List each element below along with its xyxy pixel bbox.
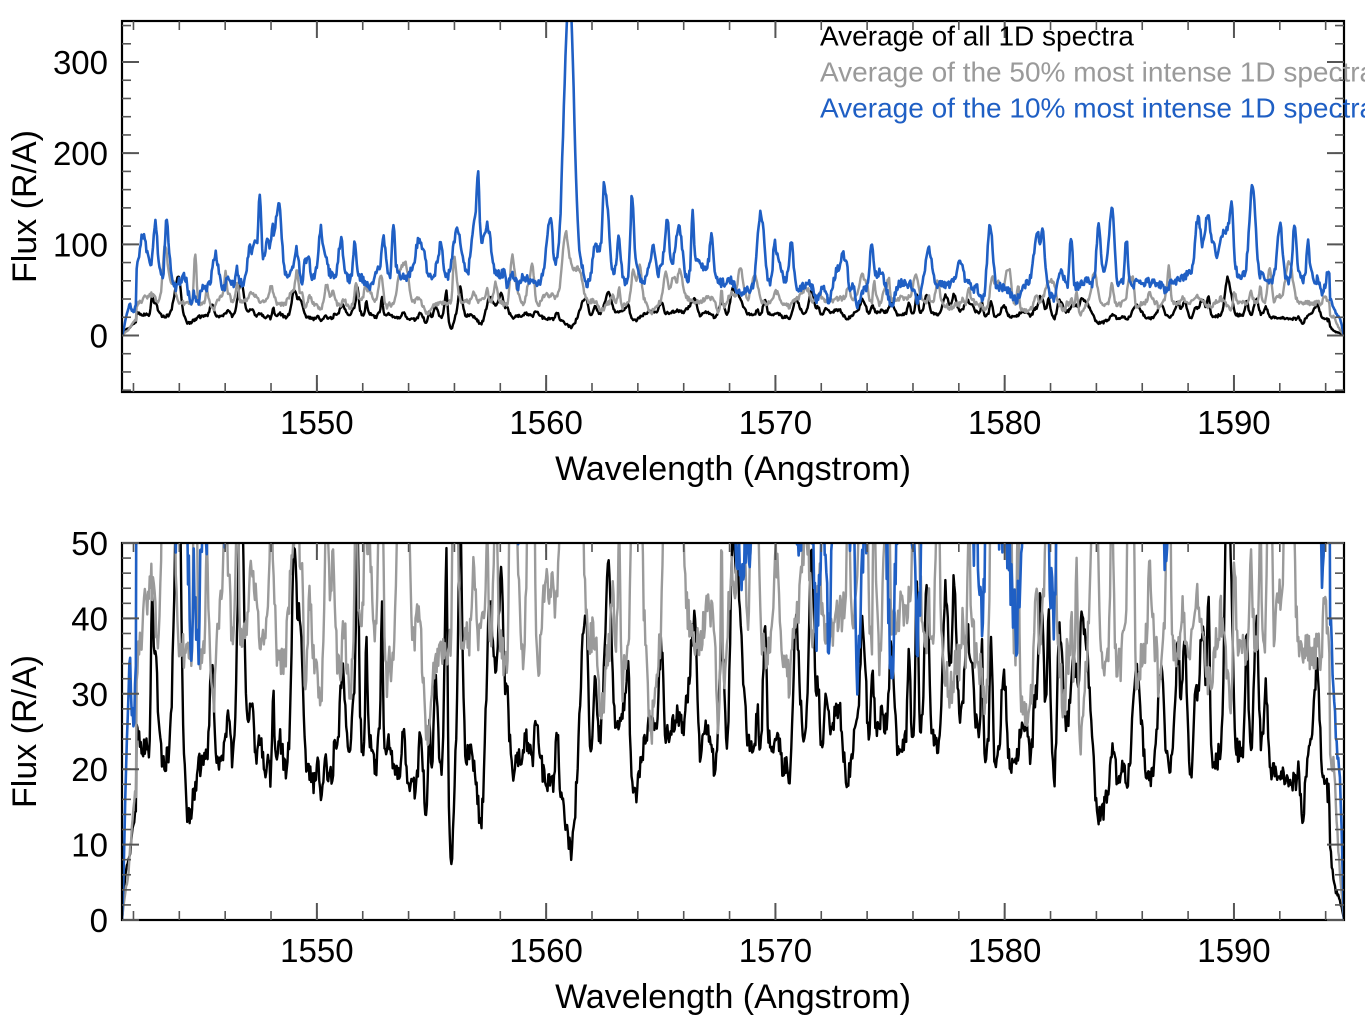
y-tick-label: 20 [71, 751, 108, 788]
x-tick-label: 1560 [509, 404, 582, 441]
y-tick-label: 50 [71, 525, 108, 562]
top-panel-plot: 1550 1560 1570 1580 1590 0 100 200 300 Wavelength… [6, 19, 1365, 488]
y-tick-label: 10 [71, 827, 108, 864]
series-group [122, 21, 1344, 337]
legend: Average of all 1D spectra Average of the … [820, 20, 1365, 123]
y-tick-label: 40 [71, 600, 108, 637]
series-line-0 [122, 275, 1344, 337]
legend-entry-1: Average of the 50% most intense 1D spect… [820, 56, 1365, 87]
series-line-2 [122, 21, 1344, 337]
y-tick-label: 0 [90, 902, 108, 939]
x-axis-title: Wavelength (Angstrom) [555, 978, 911, 1016]
x-tick-label: 1570 [739, 404, 812, 441]
x-axis-title: Wavelength (Angstrom) [555, 450, 911, 488]
series-line-1 [122, 229, 1344, 337]
y-tick-label: 0 [90, 317, 108, 354]
y-axis-title: Flux (R/A) [6, 655, 44, 808]
legend-entry-2: Average of the 10% most intense 1D spect… [820, 92, 1365, 123]
x-tick-label: 1550 [280, 404, 353, 441]
series-line-0 [122, 543, 1344, 920]
plot-frame [120, 541, 1346, 922]
series-group [122, 543, 1344, 920]
top-panel: 1550 1560 1570 1580 1590 0 100 200 300 Wavelength… [0, 0, 1365, 500]
x-tick-label: 1580 [968, 404, 1041, 441]
plot-frame [120, 19, 1346, 394]
axis-ticks [122, 21, 1344, 392]
x-tick-label: 1580 [968, 932, 1041, 969]
x-tick-label: 1570 [739, 932, 812, 969]
y-tick-label: 100 [53, 226, 108, 263]
y-tick-label: 200 [53, 135, 108, 172]
series-line-1 [122, 543, 1344, 920]
bottom-panel-plot: 1550 1560 1570 1580 1590 0 10 20 30 40 50 Wavelengt… [6, 525, 1346, 1016]
bottom-panel: 1550 1560 1570 1580 1590 0 10 20 30 40 50 Wavelengt… [0, 500, 1365, 1018]
x-tick-label: 1590 [1197, 932, 1270, 969]
axis-ticks [122, 542, 1344, 921]
y-tick-label: 30 [71, 676, 108, 713]
legend-entry-0: Average of all 1D spectra [820, 20, 1134, 51]
x-tick-label: 1560 [509, 932, 582, 969]
y-tick-label: 300 [53, 44, 108, 81]
x-tick-label: 1590 [1197, 404, 1270, 441]
x-tick-label: 1550 [280, 932, 353, 969]
y-axis-title: Flux (R/A) [6, 130, 44, 283]
